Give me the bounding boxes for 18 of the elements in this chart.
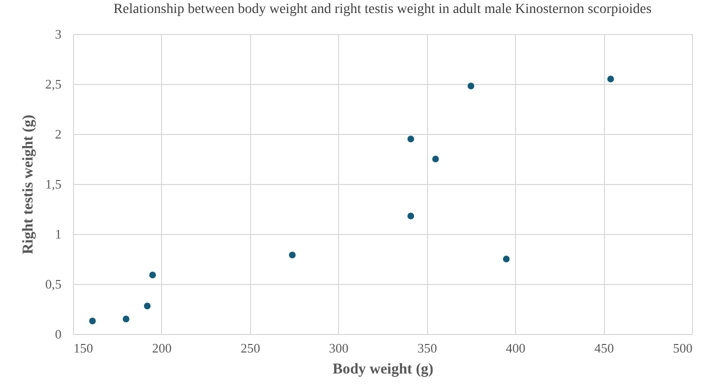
- y-tick-label: 0,5: [45, 276, 62, 292]
- x-tick-label: 200: [152, 340, 172, 356]
- x-tick-label: 150: [74, 340, 93, 356]
- x-axis-title: Body weight (g): [332, 362, 434, 378]
- x-tick-label: 500: [673, 340, 692, 356]
- x-tick-label: 250: [240, 340, 260, 356]
- chart-title: Relationship between body weight and right testis weight in adult male Kinosternon scorpioides: [113, 2, 652, 17]
- y-tick-label: 1: [55, 226, 62, 242]
- x-tick-label: 450: [594, 340, 614, 356]
- x-tick-label: 350: [417, 340, 437, 356]
- y-tick-label: 2: [55, 126, 62, 142]
- y-tick-label: 3: [55, 26, 62, 42]
- y-axis-title: Right testis weight (g): [20, 114, 36, 254]
- y-tick-label: 1,5: [45, 176, 62, 192]
- x-tick-label: 300: [329, 340, 349, 356]
- x-tick-label: 400: [506, 340, 526, 356]
- y-tick-label: 2,5: [45, 76, 62, 92]
- y-tick-label: 0: [55, 326, 62, 342]
